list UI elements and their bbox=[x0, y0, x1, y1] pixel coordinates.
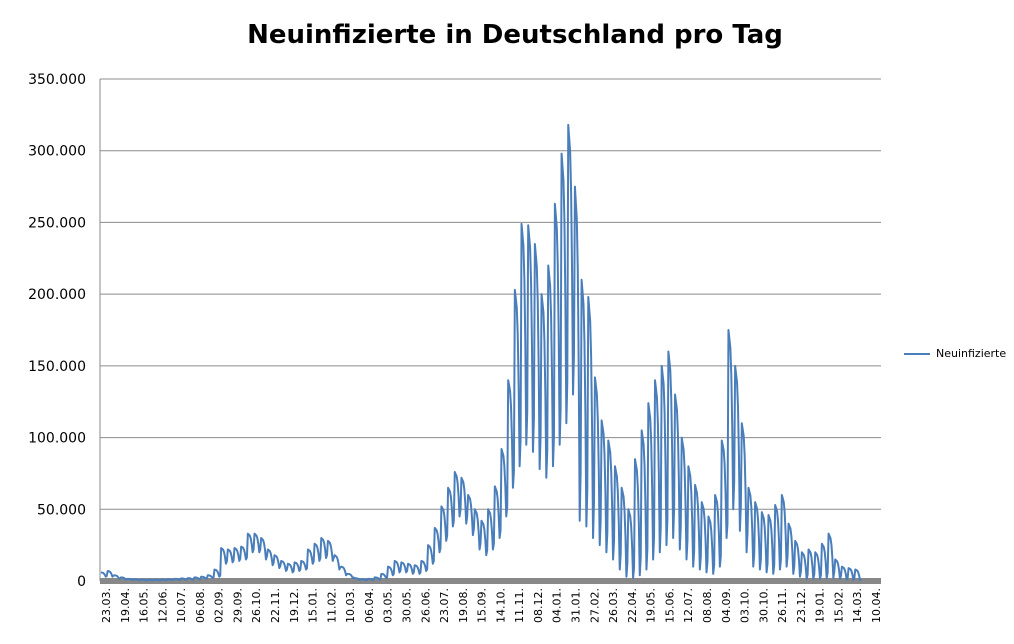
x-tick-label: 03.05. bbox=[382, 588, 395, 623]
legend-swatch bbox=[904, 352, 930, 355]
y-axis-ticks: 0 50.000 100.000 150.000 200.000 250.000 300.0… bbox=[28, 72, 86, 590]
y-tick-label: 0 bbox=[77, 574, 86, 590]
x-tick-label: 27.02. bbox=[588, 588, 601, 623]
x-tick-label: 23.03. bbox=[100, 588, 113, 623]
y-tick-label: 300.000 bbox=[28, 144, 86, 160]
series-line-neuinfizierte bbox=[100, 123, 862, 582]
x-tick-label: 08.12. bbox=[532, 588, 545, 623]
x-tick-label: 26.10. bbox=[250, 588, 263, 623]
x-tick-label: 11.11. bbox=[513, 588, 526, 623]
y-tick-label: 50.000 bbox=[37, 502, 86, 518]
x-tick-label: 10.03. bbox=[344, 588, 357, 623]
x-tick-label: 31.01. bbox=[570, 588, 583, 623]
x-tick-label: 15.09. bbox=[476, 588, 489, 623]
y-tick-label: 200.000 bbox=[28, 287, 86, 303]
x-tick-label: 26.11. bbox=[776, 588, 789, 623]
x-tick-label: 19.12. bbox=[288, 588, 301, 623]
x-tick-label: 26.03. bbox=[607, 588, 620, 623]
x-axis-ticks: 23.03. 19.04. 16.05. 12.06. 10.07. 06.08. 02.0… bbox=[100, 588, 883, 623]
x-tick-label: 02.09. bbox=[213, 588, 226, 623]
x-tick-label: 04.01. bbox=[551, 588, 564, 623]
legend-label: Neuinfizierte bbox=[936, 347, 1007, 360]
x-tick-label: 26.06. bbox=[419, 588, 432, 623]
x-tick-label: 04.09. bbox=[720, 588, 733, 623]
x-tick-label: 06.08. bbox=[194, 588, 207, 623]
x-tick-label: 10.04. bbox=[870, 588, 883, 623]
x-tick-label: 23.07. bbox=[438, 588, 451, 623]
x-tick-label: 23.12. bbox=[795, 588, 808, 623]
y-tick-label: 350.000 bbox=[28, 72, 86, 88]
x-tick-label: 29.09. bbox=[231, 588, 244, 623]
x-axis-line bbox=[100, 578, 881, 584]
x-tick-label: 19.04. bbox=[119, 588, 132, 623]
x-tick-label: 30.10. bbox=[757, 588, 770, 623]
x-tick-label: 14.10. bbox=[494, 588, 507, 623]
x-tick-label: 19.08. bbox=[457, 588, 470, 623]
y-tick-label: 100.000 bbox=[28, 431, 86, 447]
gridlines bbox=[100, 78, 881, 510]
y-tick-label: 250.000 bbox=[28, 215, 86, 231]
chart-title: Neuinfizierte in Deutschland pro Tag bbox=[247, 20, 783, 50]
x-tick-label: 22.11. bbox=[269, 588, 282, 623]
x-tick-label: 10.07. bbox=[175, 588, 188, 623]
x-tick-label: 08.08. bbox=[701, 588, 714, 623]
y-tick-label: 150.000 bbox=[28, 359, 86, 375]
x-tick-label: 22.04. bbox=[626, 588, 639, 623]
x-tick-label: 15.01. bbox=[307, 588, 320, 623]
x-tick-label: 19.01. bbox=[814, 588, 827, 623]
x-tick-label: 30.05. bbox=[400, 588, 413, 623]
x-tick-label: 03.10. bbox=[739, 588, 752, 623]
x-tick-label: 06.04. bbox=[363, 588, 376, 623]
x-tick-label: 15.06. bbox=[663, 588, 676, 623]
x-tick-label: 15.02. bbox=[832, 588, 845, 623]
legend: Neuinfizierte bbox=[904, 347, 1006, 360]
x-tick-label: 12.06. bbox=[156, 588, 169, 623]
x-tick-label: 12.07. bbox=[682, 588, 695, 623]
x-tick-label: 14.03. bbox=[851, 588, 864, 623]
x-tick-label: 19.05. bbox=[645, 588, 658, 623]
x-tick-label: 11.02. bbox=[325, 588, 338, 623]
x-tick-label: 16.05. bbox=[138, 588, 151, 623]
